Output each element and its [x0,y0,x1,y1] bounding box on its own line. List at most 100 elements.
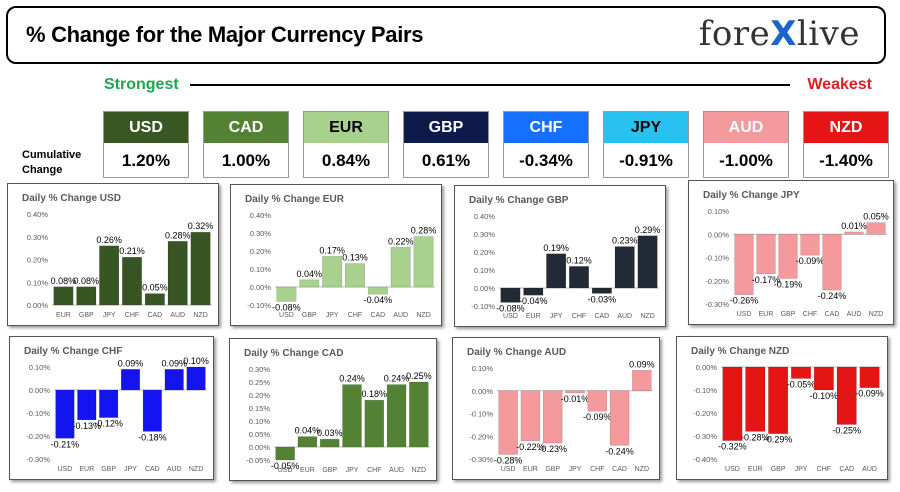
x-category-label: USD [279,312,294,319]
data-label: -0.23% [538,444,567,454]
x-category-label: CAD [839,466,854,473]
chart-panel-nzd: Daily % Change NZD -0.40% -0.30% -0.20% -0.1… [676,336,888,480]
bar-chf [800,234,820,256]
x-category-label: CHF [817,466,831,473]
bar-nzd [637,235,658,289]
bar-chf [813,366,834,391]
bar-nzd [413,236,434,288]
y-tick-label: 0.20% [249,391,271,400]
bar-aud [844,231,864,235]
x-category-label: JPY [103,312,116,319]
currency-code: CHF [504,112,588,143]
x-category-label: AUD [167,466,182,473]
data-label: -0.05% [271,461,300,471]
y-tick-label: 0.30% [249,365,271,374]
data-label: 0.09% [161,358,187,368]
y-tick-label: 0.40% [250,211,272,220]
y-tick-label: 0.40% [27,210,49,219]
x-category-label: USD [501,466,516,473]
data-label: -0.03% [588,294,617,304]
y-tick-label: 0.15% [249,404,271,413]
chart-title: Daily % Change EUR [245,194,345,205]
currency-card-aud: AUD -1.00% [703,111,789,178]
y-tick-label: 0.30% [27,233,49,242]
y-tick-label: -0.10% [693,386,717,395]
bar-eur [77,389,97,421]
bar-aud [390,247,411,288]
x-category-label: CHF [590,466,604,473]
y-tick-label: 0.00% [27,301,49,310]
x-category-label: USD [737,311,752,318]
data-label: 0.19% [543,243,569,253]
data-label: 0.17% [319,245,345,255]
y-tick-label: 0.10% [29,363,51,372]
x-category-label: USD [58,466,73,473]
cumulative-change-value: -0.34% [519,151,573,170]
y-tick-label: 0.00% [708,230,730,239]
chart-title: Daily % Change USD [22,193,121,204]
y-tick-label: -0.20% [26,432,50,441]
y-tick-label: 0.00% [696,363,718,372]
bar-chart: Daily % Change USD 0.00% 0.10% 0.20% 0.30% 0.… [22,193,213,319]
bar-aud [386,384,407,448]
bar-cad [367,286,388,295]
cumulative-change-value: 1.20% [121,151,171,170]
data-label: 0.10% [183,356,209,366]
data-label: -0.32% [718,442,747,452]
data-label: 0.08% [74,276,100,286]
y-tick-label: 0.10% [708,207,730,216]
y-tick-label: 0.30% [250,229,272,238]
x-category-label: USD [503,313,518,320]
bar-gbp [99,389,119,418]
bar-usd [276,286,297,302]
bar-chf [364,399,385,448]
bar-aud [859,366,880,388]
chart-title: Daily % Change JPY [703,190,800,201]
y-tick-label: 0.10% [472,364,494,373]
data-label: 0.28% [411,226,437,236]
bar-usd [722,366,743,441]
weakest-label: Weakest [807,76,872,93]
x-category-label: CHF [803,311,817,318]
y-tick-label: 0.30% [474,230,496,239]
y-tick-label: -0.40% [693,455,717,464]
x-category-label: NZD [416,312,430,319]
chart-title: Daily % Change AUD [467,347,566,358]
x-category-label: USD [278,467,293,474]
bar-eur [297,436,318,448]
bar-gbp [76,286,97,306]
y-tick-label: 0.00% [250,283,272,292]
data-label: 0.25% [406,371,432,381]
y-tick-label: 0.20% [474,248,496,257]
data-label: -0.22% [516,442,545,452]
bar-cad [142,389,162,432]
chart-panel-usd: Daily % Change USD 0.00% 0.10% 0.20% 0.30% 0.… [7,183,219,326]
y-tick-label: 0.10% [27,278,49,287]
bar-nzd [632,370,652,392]
currency-card-eur: EUR 0.84% [303,111,389,178]
x-category-label: EUR [526,313,541,320]
x-category-label: CHF [367,467,381,474]
strongest-label: Strongest [104,76,179,93]
data-label: -0.08% [496,303,525,313]
data-label: 0.04% [295,426,321,436]
y-tick-label: -0.30% [469,455,493,464]
cumulative-change-value: 1.00% [221,151,271,170]
bar-eur [523,287,544,296]
data-label: 0.24% [339,374,365,384]
bar-jpy [791,366,811,379]
x-category-label: EUR [748,466,763,473]
data-label: 0.08% [51,276,77,286]
x-category-label: GBP [302,312,317,319]
data-label: -0.04% [519,296,548,306]
currency-card-cad: CAD 1.00% [203,111,289,178]
x-category-label: AUD [170,312,185,319]
data-label: -0.13% [73,421,102,431]
x-category-label: NZD [869,311,883,318]
chart-title: Daily % Change CAD [244,348,343,359]
data-label: -0.12% [94,419,123,429]
currency-code: EUR [304,112,388,143]
data-label: -0.09% [855,389,884,399]
y-tick-label: 0.10% [250,265,272,274]
logo-text-left: fore [698,14,771,54]
